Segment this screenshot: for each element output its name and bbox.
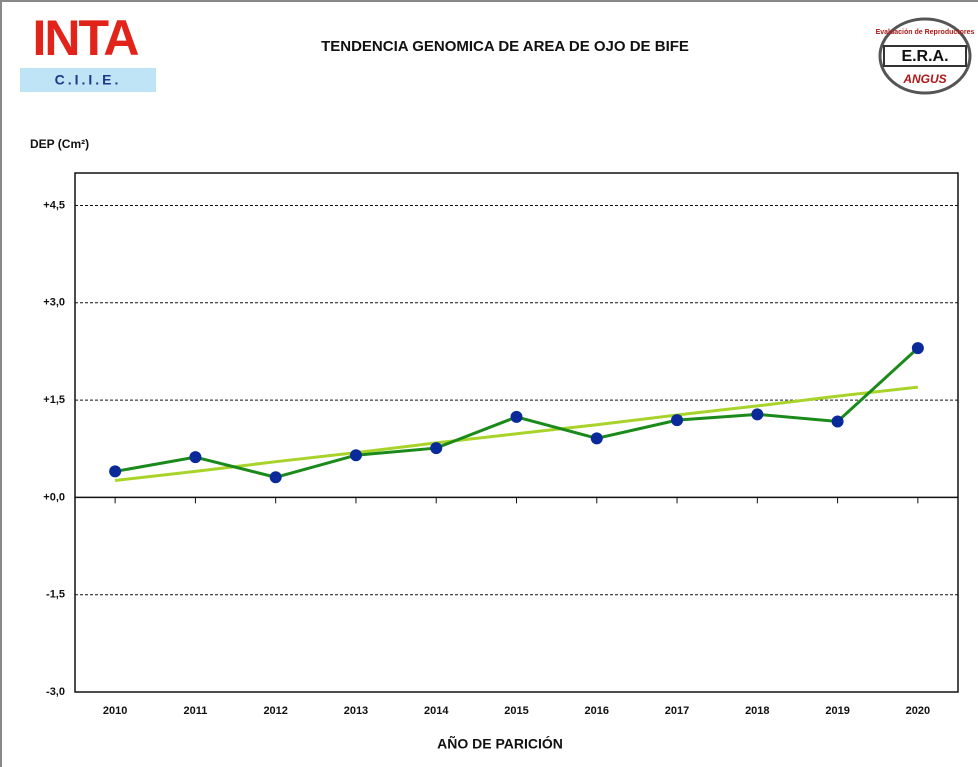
x-tick-label: 2016 — [585, 705, 609, 717]
data-point — [349, 449, 362, 462]
x-tick-label: 2010 — [103, 705, 127, 717]
data-point — [430, 442, 443, 455]
x-tick-label: 2020 — [906, 705, 930, 717]
x-tick-label: 2019 — [825, 705, 849, 717]
data-point — [269, 471, 282, 484]
y-axis-label: DEP (Cm²) — [30, 137, 89, 151]
inta-text: INTA — [33, 10, 139, 66]
data-point — [510, 410, 523, 423]
data-point — [671, 414, 684, 427]
x-tick-label: 2013 — [344, 705, 368, 717]
chart-title: TENDENCIA GENOMICA DE AREA DE OJO DE BIF… — [321, 38, 689, 55]
trend-line — [114, 385, 919, 482]
y-tick-label: +4,5 — [43, 199, 65, 211]
data-point — [590, 432, 603, 445]
era-text: E.R.A. — [901, 48, 948, 65]
era-logo: Evaluación de Reproductores E.R.A. ANGUS — [876, 17, 975, 95]
data-point — [109, 465, 122, 478]
y-tick-label: +3,0 — [43, 297, 65, 309]
data-point — [751, 408, 764, 421]
x-axis-label: AÑO DE PARICIÓN — [437, 735, 563, 752]
x-tick-label: 2011 — [183, 705, 207, 717]
x-tick-label: 2017 — [665, 705, 689, 717]
era-box — [883, 45, 967, 67]
ciie-text: C.I.I.E. — [55, 72, 122, 88]
x-tick-label: 2015 — [504, 705, 528, 717]
inta-logo: INTA C.I.I.E. — [20, 10, 156, 92]
x-tick-label: 2012 — [263, 705, 287, 717]
data-point — [189, 451, 202, 464]
x-tick-label: 2018 — [745, 705, 769, 717]
y-tick-label: +1,5 — [43, 394, 65, 406]
inta-band — [20, 68, 156, 92]
angus-text: ANGUS — [902, 72, 946, 86]
y-tick-label: +0,0 — [43, 491, 65, 503]
y-tick-label: -3,0 — [46, 686, 65, 698]
x-tick-label: 2014 — [424, 705, 449, 717]
y-tick-label: -1,5 — [46, 589, 65, 601]
era-top: Evaluación de Reproductores — [876, 29, 975, 36]
data-point — [831, 415, 844, 428]
data-point — [911, 342, 924, 355]
